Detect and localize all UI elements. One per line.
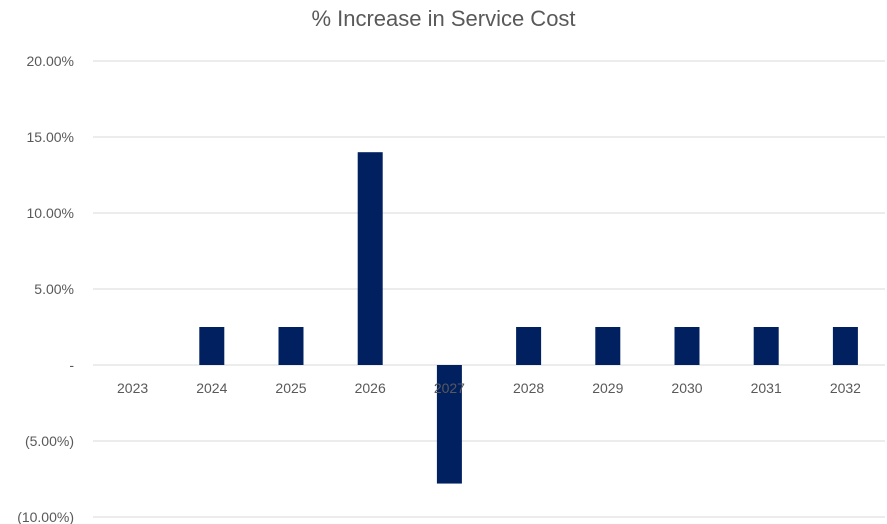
bar-2026 bbox=[357, 152, 383, 365]
x-tick-label: 2030 bbox=[671, 380, 702, 396]
chart-title: % Increase in Service Cost bbox=[311, 6, 576, 31]
x-tick-label: 2024 bbox=[196, 380, 227, 396]
bar-2028 bbox=[516, 327, 542, 365]
bar-2025 bbox=[278, 327, 304, 365]
bar-2029 bbox=[595, 327, 621, 365]
bar-2032 bbox=[832, 327, 858, 365]
y-tick-label: - bbox=[69, 357, 74, 373]
bar-2030 bbox=[674, 327, 700, 365]
bar-2027 bbox=[436, 365, 462, 484]
y-tick-label: 5.00% bbox=[34, 281, 74, 297]
y-tick-label: 10.00% bbox=[27, 205, 74, 221]
y-tick-label: 20.00% bbox=[27, 53, 74, 69]
x-tick-label: 2028 bbox=[513, 380, 544, 396]
x-tick-label: 2025 bbox=[275, 380, 306, 396]
x-tick-label: 2031 bbox=[751, 380, 782, 396]
y-tick-label: (10.00%) bbox=[17, 509, 74, 524]
y-tick-label: 15.00% bbox=[27, 129, 74, 145]
x-tick-label: 2023 bbox=[117, 380, 148, 396]
y-tick-label: (5.00%) bbox=[25, 433, 74, 449]
x-tick-label: 2027 bbox=[434, 380, 465, 396]
x-tick-label: 2032 bbox=[830, 380, 861, 396]
bar-2024 bbox=[199, 327, 225, 365]
x-tick-label: 2026 bbox=[355, 380, 386, 396]
x-tick-label: 2029 bbox=[592, 380, 623, 396]
bar-2031 bbox=[753, 327, 779, 365]
